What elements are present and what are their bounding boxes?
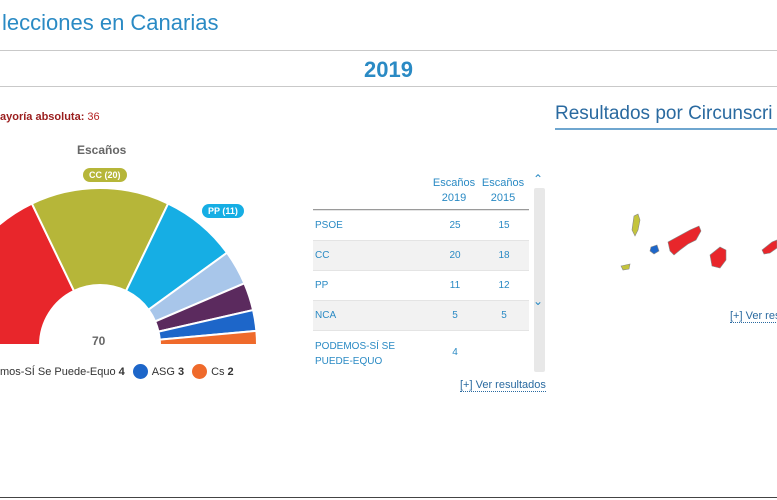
island-el-hierro	[620, 263, 631, 271]
table-header-rule	[313, 209, 529, 210]
island-tenerife	[667, 225, 702, 256]
legend-value: 4	[118, 365, 125, 378]
table-scrollbar[interactable]	[534, 188, 545, 372]
map-title-rule	[555, 128, 777, 130]
island-gran-canaria	[709, 246, 727, 269]
party-name: NCA	[315, 310, 337, 321]
legend-value: 3	[177, 365, 185, 378]
table-row[interactable]: PP 11 12	[313, 270, 529, 300]
majority-label: ayoría absoluta:	[0, 111, 85, 123]
seats-2015: 12	[498, 280, 510, 291]
scroll-up-icon[interactable]: ⌃	[533, 172, 544, 186]
col-header-2015: Escaños 2015	[481, 177, 525, 204]
seats-2015: 15	[498, 220, 510, 231]
results-table: PSOE 25 15 CC 20 18 PP 11 12 NCA 5 5 PODEMOS-SÍ SE P…	[313, 210, 529, 375]
party-name: PP	[315, 280, 329, 291]
island-la-gomera	[649, 244, 660, 255]
legend-label: ASG	[151, 365, 175, 378]
seats-2019: 25	[449, 220, 461, 231]
seat-slice-psoe[interactable]	[0, 202, 76, 346]
legend-label: mos-SÍ Se Puede-Equo	[0, 365, 116, 378]
party-name: CC	[315, 250, 330, 261]
seats-2015: 5	[501, 310, 507, 321]
footer-rule	[0, 497, 777, 498]
ver-resultados-map-link[interactable]: [+] Ver res	[730, 310, 777, 323]
majority-info: ayoría absoluta: 36	[0, 111, 100, 123]
seats-2019: 11	[449, 280, 461, 291]
seats-2019: 5	[452, 310, 458, 321]
party-name: PSOE	[315, 220, 343, 231]
table-row[interactable]: PSOE 25 15	[313, 210, 529, 240]
legend-dot-icon	[192, 364, 208, 379]
total-seats: 70	[92, 334, 106, 348]
page-title: lecciones en Canarias	[2, 10, 219, 35]
legend-label: Cs	[211, 365, 225, 378]
legend-value: 2	[227, 365, 234, 378]
table-row[interactable]: NCA 5 5	[313, 300, 529, 330]
majority-value: 36	[87, 111, 100, 123]
seats-2019: 20	[449, 250, 461, 261]
chart-legend: mos-SÍ Se Puede-Equo 4 ASG 3 Cs 2	[0, 364, 234, 379]
seats-2015: 18	[498, 250, 510, 261]
table-row[interactable]: CC 20 18	[313, 240, 529, 270]
map-title: Resultados por Circunscri	[555, 103, 773, 124]
seat-slice-cs[interactable]	[158, 329, 259, 346]
col-header-2019: Escaños 2019	[432, 177, 476, 204]
island-fuerteventura	[761, 239, 777, 255]
scroll-down-icon[interactable]: ⌄	[533, 294, 544, 308]
canarias-map	[620, 213, 777, 271]
ver-resultados-link[interactable]: [+] Ver resultados	[460, 379, 546, 392]
chart-title: Escaños	[77, 143, 127, 157]
divider	[0, 50, 777, 51]
party-name: PODEMOS-SÍ SE PUEDE-EQUO	[315, 341, 396, 367]
seat-slice-cc[interactable]	[30, 187, 170, 293]
island-la-palma	[631, 213, 641, 237]
seats-2019: 4	[452, 347, 458, 358]
year-heading: 2019	[364, 57, 413, 82]
table-row[interactable]: PODEMOS-SÍ SE PUEDE-EQUO 4	[313, 330, 529, 375]
hemicycle-chart	[0, 187, 259, 346]
divider	[0, 86, 777, 87]
pill-cc: CC (20)	[83, 168, 127, 182]
pill-pp: PP (11)	[202, 204, 244, 218]
legend-dot-icon	[132, 364, 148, 379]
